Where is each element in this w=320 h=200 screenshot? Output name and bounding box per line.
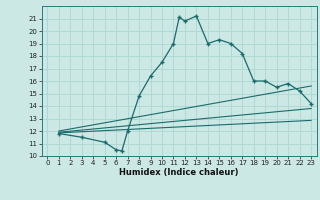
X-axis label: Humidex (Indice chaleur): Humidex (Indice chaleur) — [119, 168, 239, 177]
